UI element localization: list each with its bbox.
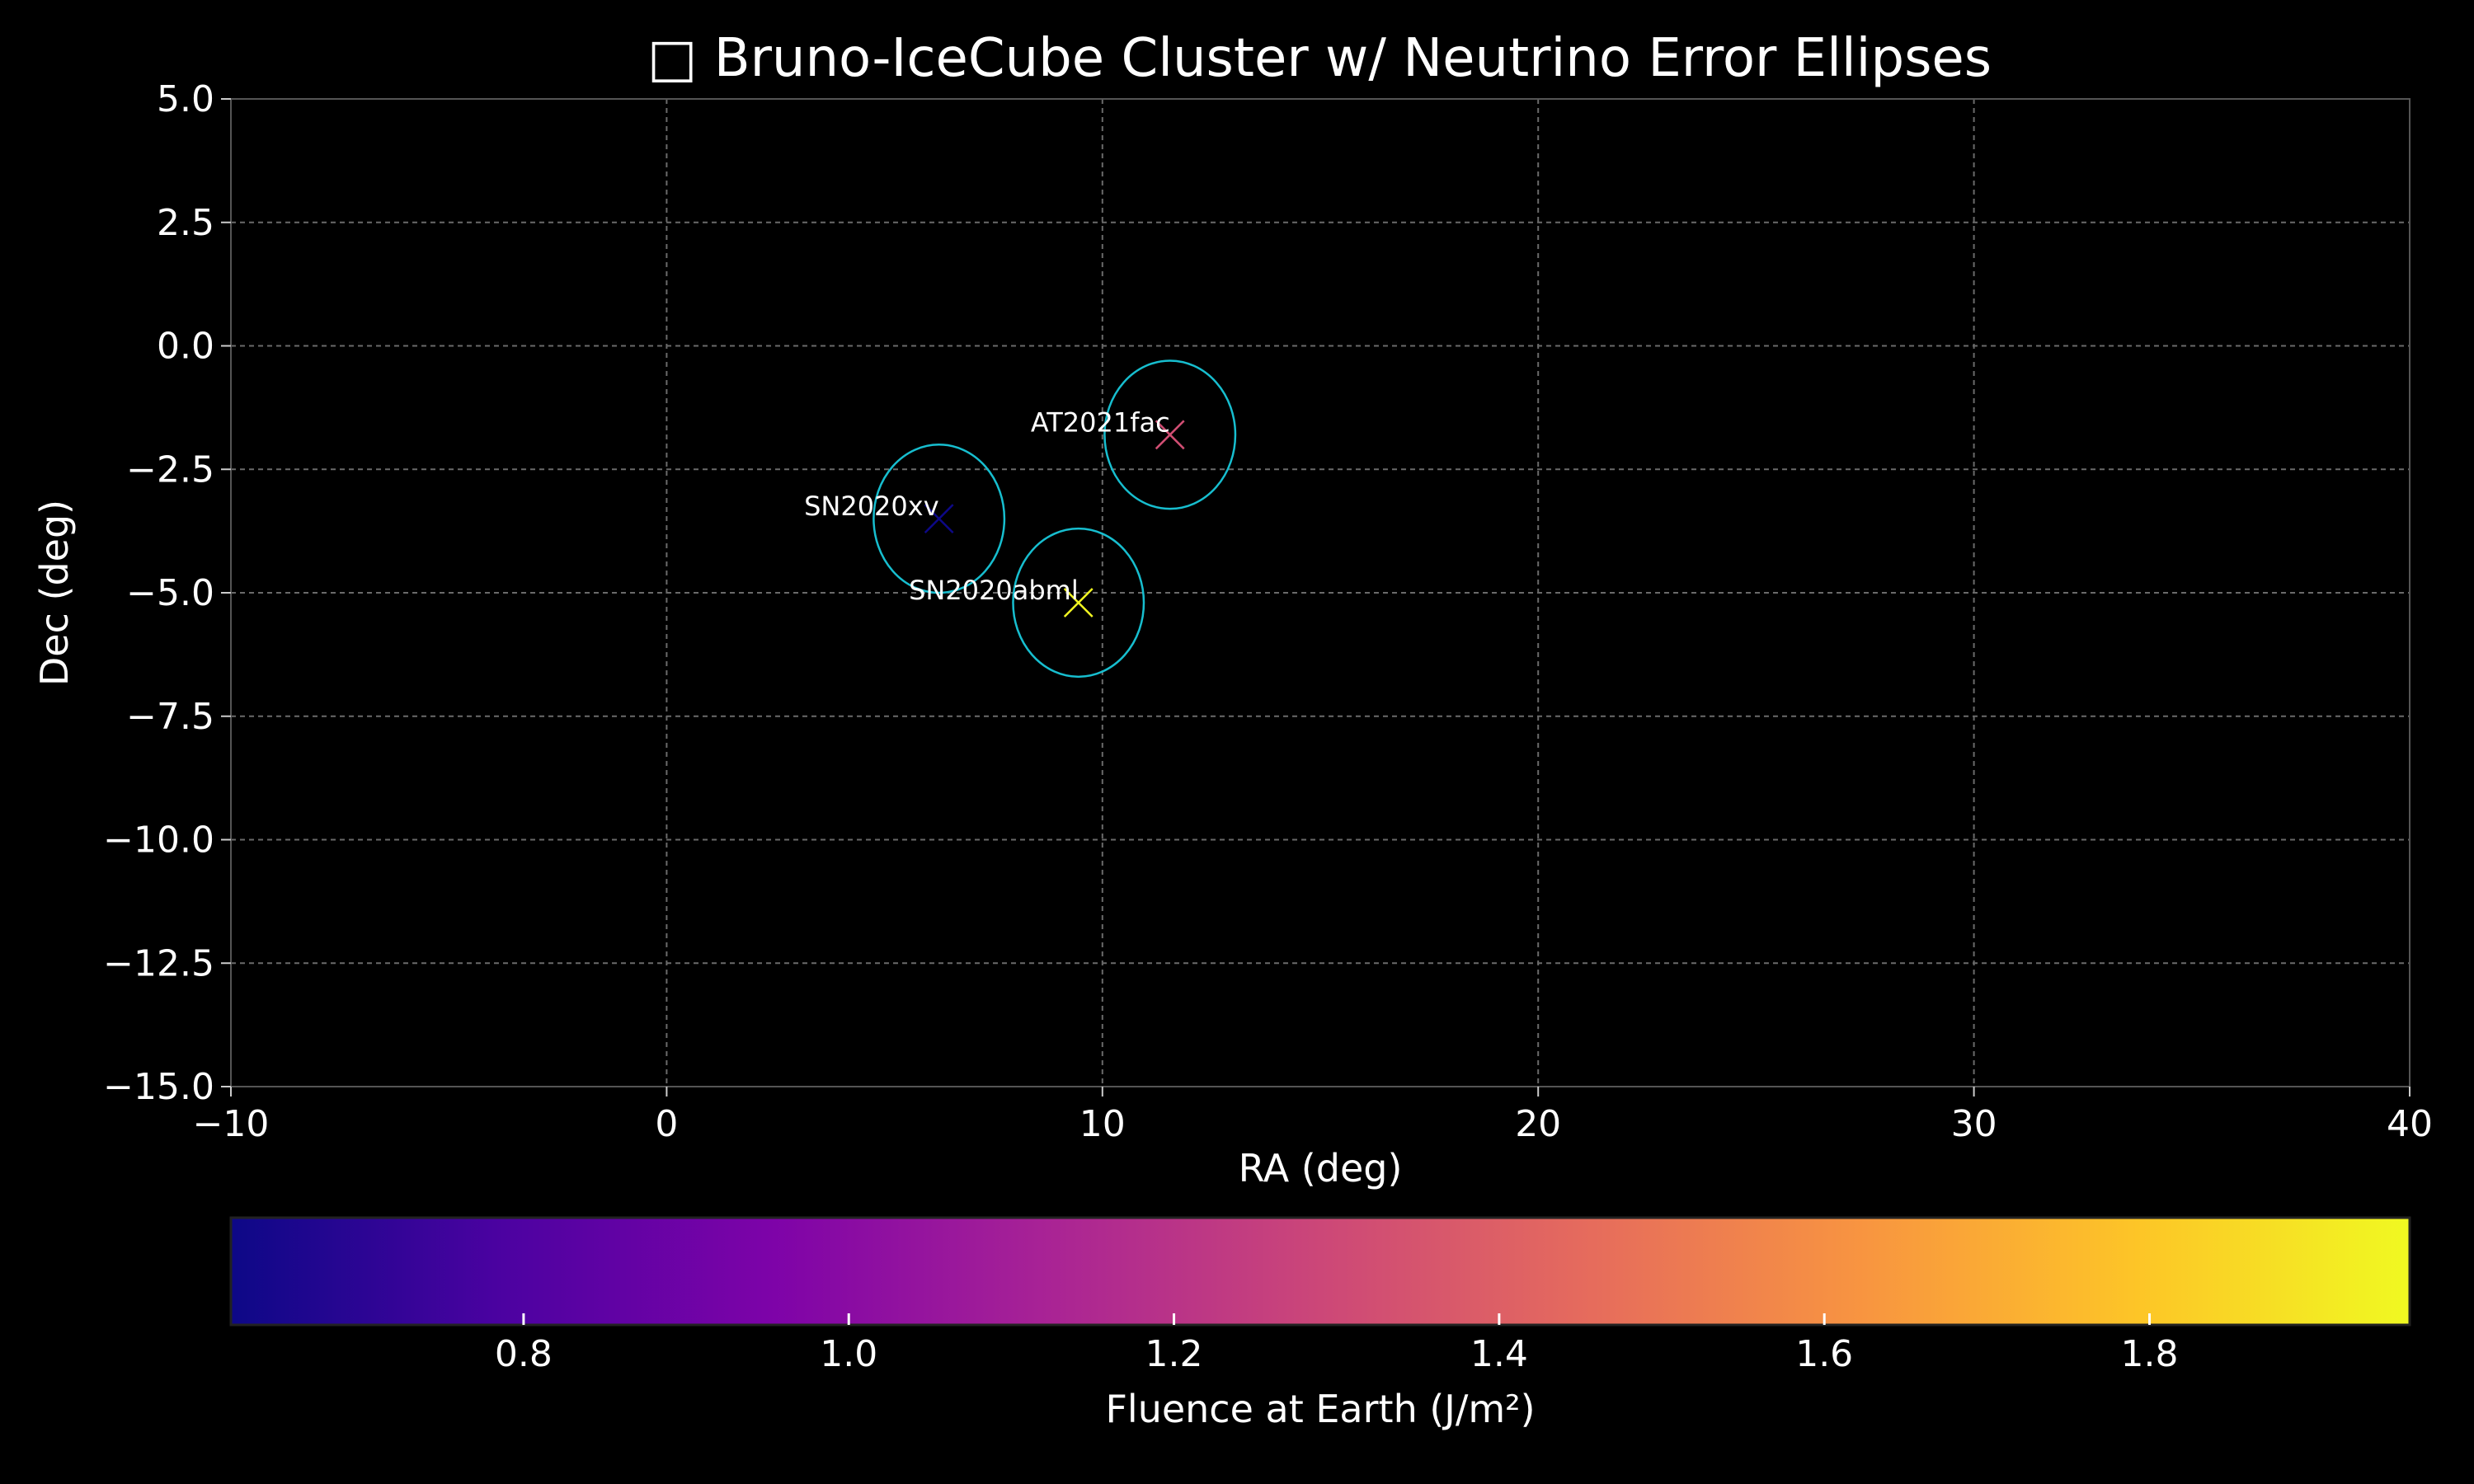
y-tick-label: −15.0 [103,1066,214,1108]
colorbar-tick-label: 1.4 [1470,1333,1528,1375]
colorbar [229,1216,2411,1327]
grid-lines [230,98,2411,1087]
point-label: SN2020abml [909,575,1079,606]
x-axis: −10 0 10 20 30 40 [193,1087,2433,1145]
x-tick-label: 20 [1515,1103,1561,1145]
data-points [924,420,1185,618]
y-tick-label: −2.5 [126,448,214,491]
colorbar-tick-label: 1.0 [820,1333,877,1375]
x-tick-label: 10 [1079,1103,1126,1145]
y-tick-label: −12.5 [103,942,214,984]
point-marker [924,504,954,534]
x-tick-label: −10 [193,1103,270,1145]
error-ellipse [1103,359,1237,510]
marker-stroke [1063,588,1094,618]
marker-stroke [1155,420,1185,450]
point-marker [1063,588,1094,618]
y-tick-label: 5.0 [157,78,214,120]
error-ellipse [1012,527,1145,679]
marker-stroke [924,504,954,534]
y-axis: 5.0 2.5 0.0 −2.5 −5.0 −7.5 −10.0 −12.5 −15.0 [103,78,231,1108]
point-label: AT2021fac [1031,406,1170,438]
x-tick-label: 0 [655,1103,678,1145]
point-marker [1155,420,1185,450]
y-axis-label: Dec (deg) [32,500,77,686]
error-ellipses [872,359,1237,679]
y-tick-label: −5.0 [126,572,214,614]
error-ellipse [872,444,1006,594]
point-label: SN2020xv [804,491,939,522]
colorbar-tick-label: 1.8 [2121,1333,2179,1375]
colorbar-tick-label: 0.8 [495,1333,553,1375]
colorbar-tick-label: 1.6 [1795,1333,1853,1375]
y-tick-label: −10.0 [103,819,214,862]
y-tick-label: 0.0 [157,326,214,368]
y-tick-label: −7.5 [126,696,214,738]
colorbar-ticks: 0.8 1.0 1.2 1.4 1.6 1.8 [495,1313,2179,1375]
colorbar-tick-label: 1.2 [1145,1333,1203,1375]
point-labels: SN2020xv AT2021fac SN2020abml [804,406,1170,606]
x-tick-label: 30 [1951,1103,1997,1145]
chart-title: □ Bruno-IceCube Cluster w/ Neutrino Erro… [647,28,1992,89]
x-tick-label: 40 [2387,1103,2433,1145]
x-axis-label: RA (deg) [1239,1146,1403,1190]
colorbar-label: Fluence at Earth (J/m²) [1105,1387,1535,1431]
y-tick-label: 2.5 [157,202,214,244]
